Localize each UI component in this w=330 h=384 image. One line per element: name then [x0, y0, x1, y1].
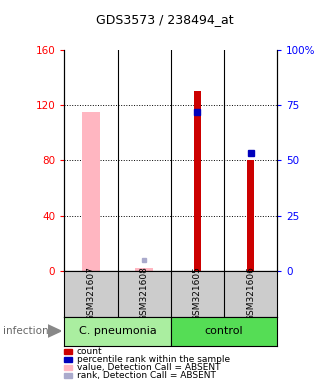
Text: count: count: [77, 347, 102, 356]
Polygon shape: [48, 325, 61, 337]
Text: rank, Detection Call = ABSENT: rank, Detection Call = ABSENT: [77, 371, 215, 380]
Text: GSM321605: GSM321605: [193, 266, 202, 321]
Text: GSM321608: GSM321608: [140, 266, 149, 321]
Text: GSM321606: GSM321606: [246, 266, 255, 321]
Text: infection: infection: [3, 326, 49, 336]
Text: GSM321607: GSM321607: [86, 266, 95, 321]
Text: control: control: [205, 326, 243, 336]
Text: percentile rank within the sample: percentile rank within the sample: [77, 355, 230, 364]
Text: C. pneumonia: C. pneumonia: [79, 326, 156, 336]
Bar: [248, 161, 254, 271]
Text: GDS3573 / 238494_at: GDS3573 / 238494_at: [96, 13, 234, 26]
Bar: [82, 112, 100, 271]
Bar: [194, 91, 201, 271]
Text: value, Detection Call = ABSENT: value, Detection Call = ABSENT: [77, 363, 220, 372]
Bar: [135, 268, 153, 271]
